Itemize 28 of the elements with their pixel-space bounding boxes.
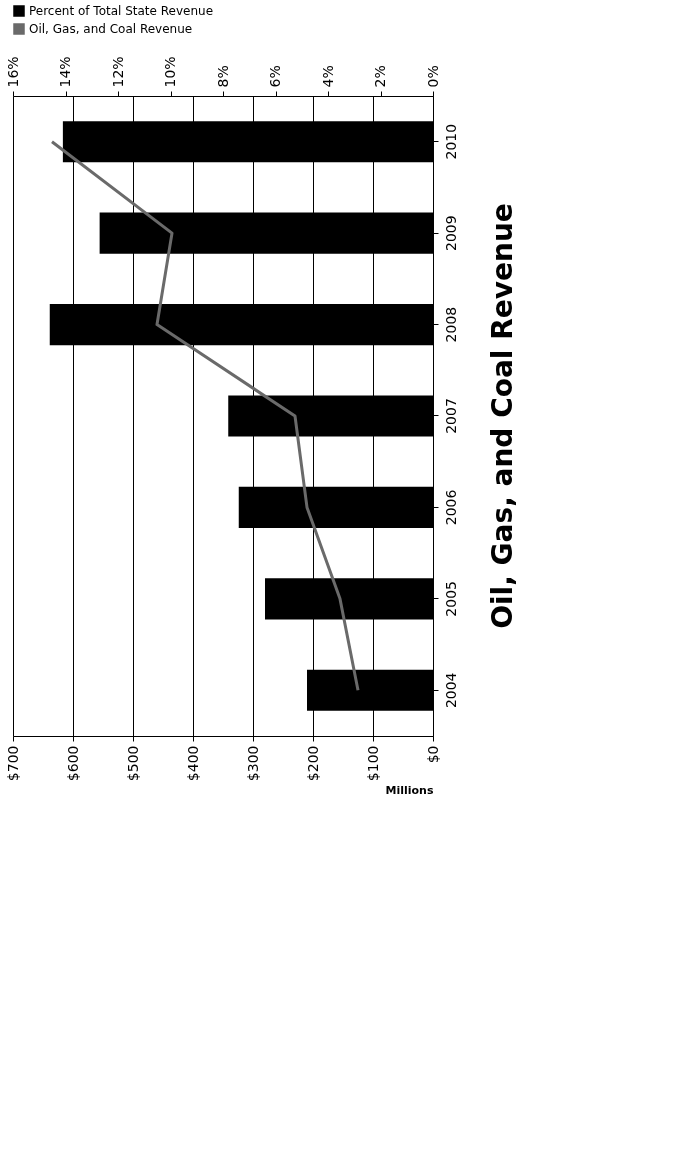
x-tick-label: $200 (304, 745, 321, 782)
x2-tick-label: 10% (162, 56, 178, 88)
x2-tick-label: 16% (4, 56, 21, 88)
x-axis-title: Millions (385, 784, 434, 798)
text: Oil, Gas, and Coal Revenue (486, 203, 519, 629)
x-tick-label: $0 (424, 745, 441, 764)
legend-label: Oil, Gas, and Coal Revenue (29, 22, 193, 36)
x2-tick-label: 12% (109, 56, 126, 88)
x2-tick-label: 8% (214, 65, 231, 88)
y-tick-label: 2007 (442, 398, 459, 434)
y-tick-label: 2009 (442, 215, 459, 251)
y-tick-label: 2006 (442, 489, 459, 526)
x-tick-label: $500 (124, 745, 141, 782)
y-tick-label: 2004 (442, 672, 459, 709)
x-tick-label: $700 (4, 745, 21, 782)
y-tick-label: 2005 (442, 581, 459, 617)
x-tick-label: $100 (364, 745, 381, 782)
x2-tick-label: 4% (319, 65, 336, 88)
x2-tick-label: 6% (267, 65, 283, 88)
x-tick-label: $600 (64, 745, 81, 782)
x-tick-label: $300 (244, 745, 261, 782)
y-tick-label: 2010 (442, 123, 459, 160)
y-tick-label: 2008 (442, 306, 459, 343)
x2-tick-label: 2% (372, 65, 388, 88)
legend-label: Percent of Total State Revenue (29, 4, 214, 18)
x-tick-label: $400 (184, 745, 201, 782)
x2-tick-label: 0% (424, 65, 441, 88)
x2-tick-label: 14% (57, 56, 73, 88)
